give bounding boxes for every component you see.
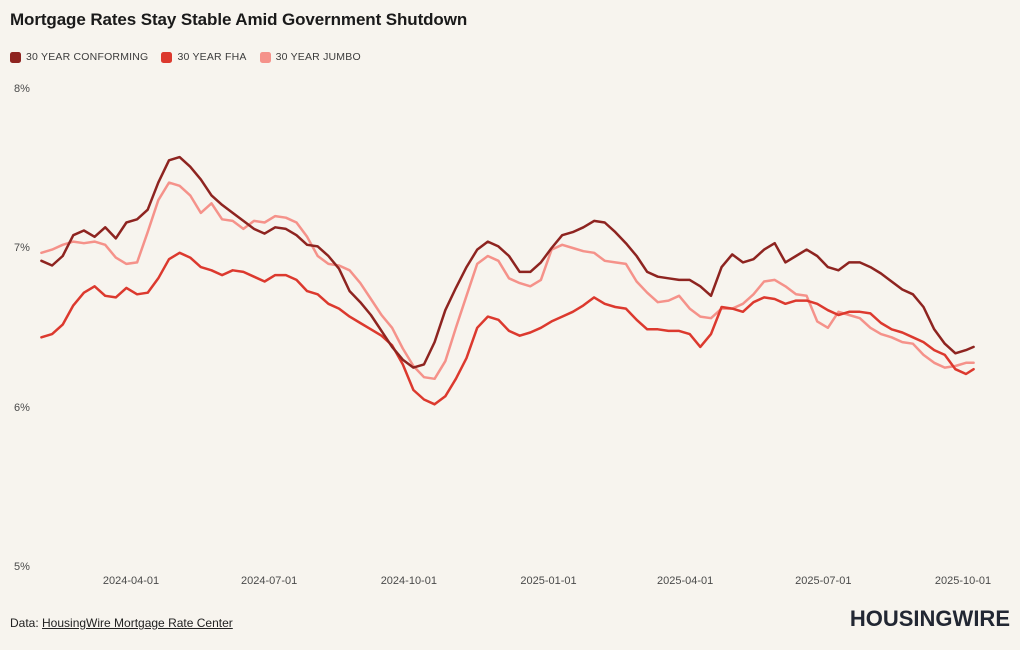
x-axis-tick-label: 2025-07-01 [795,575,852,587]
legend-label: 30 YEAR FHA [177,51,247,63]
y-axis-tick-label: 6% [14,401,30,414]
x-axis-tick-label: 2025-10-01 [934,575,992,587]
x-axis-tick-label: 2025-04-01 [657,575,714,587]
x-axis-tick-label: 2025-01-01 [520,575,577,587]
legend-swatch-icon [161,51,173,63]
line-30-year-jumbo [40,181,975,381]
data-source-prefix: Data: [10,616,43,630]
data-source-link[interactable]: HousingWire Mortgage Rate Center [42,616,233,630]
housingwire-logo: HOUSINGWIRE [849,606,1010,631]
line-30-year-conforming [40,155,975,369]
legend-swatch-icon [259,51,271,63]
x-axis-tick-label: 2024-10-01 [380,575,437,587]
x-axis-tick-label: 2024-07-01 [241,575,298,587]
chart-legend: 30 YEAR CONFORMING 30 YEAR FHA 30 YEAR JUM… [10,51,361,63]
y-axis-tick-label: 5% [14,561,30,573]
x-axis-tick-label: 2024-04-01 [102,575,160,587]
chart-title: Mortgage Rates Stay Stable Amid Governme… [10,10,468,29]
legend-item-30-year-conforming: 30 YEAR CONFORMING [10,51,148,63]
y-axis-tick-label: 7% [14,242,30,254]
data-source: Data: HousingWire Mortgage Rate Center [10,616,233,630]
line-30-year-fha [40,251,975,406]
legend-item-30-year-fha: 30 YEAR FHA [161,51,246,63]
legend-swatch-icon [10,51,21,63]
legend-item-30-year-jumbo: 30 YEAR JUMBO [259,51,361,63]
y-axis-tick-label: 8% [14,82,30,95]
legend-label: 30 YEAR JUMBO [275,51,361,63]
legend-label: 30 YEAR CONFORMING [26,51,149,63]
